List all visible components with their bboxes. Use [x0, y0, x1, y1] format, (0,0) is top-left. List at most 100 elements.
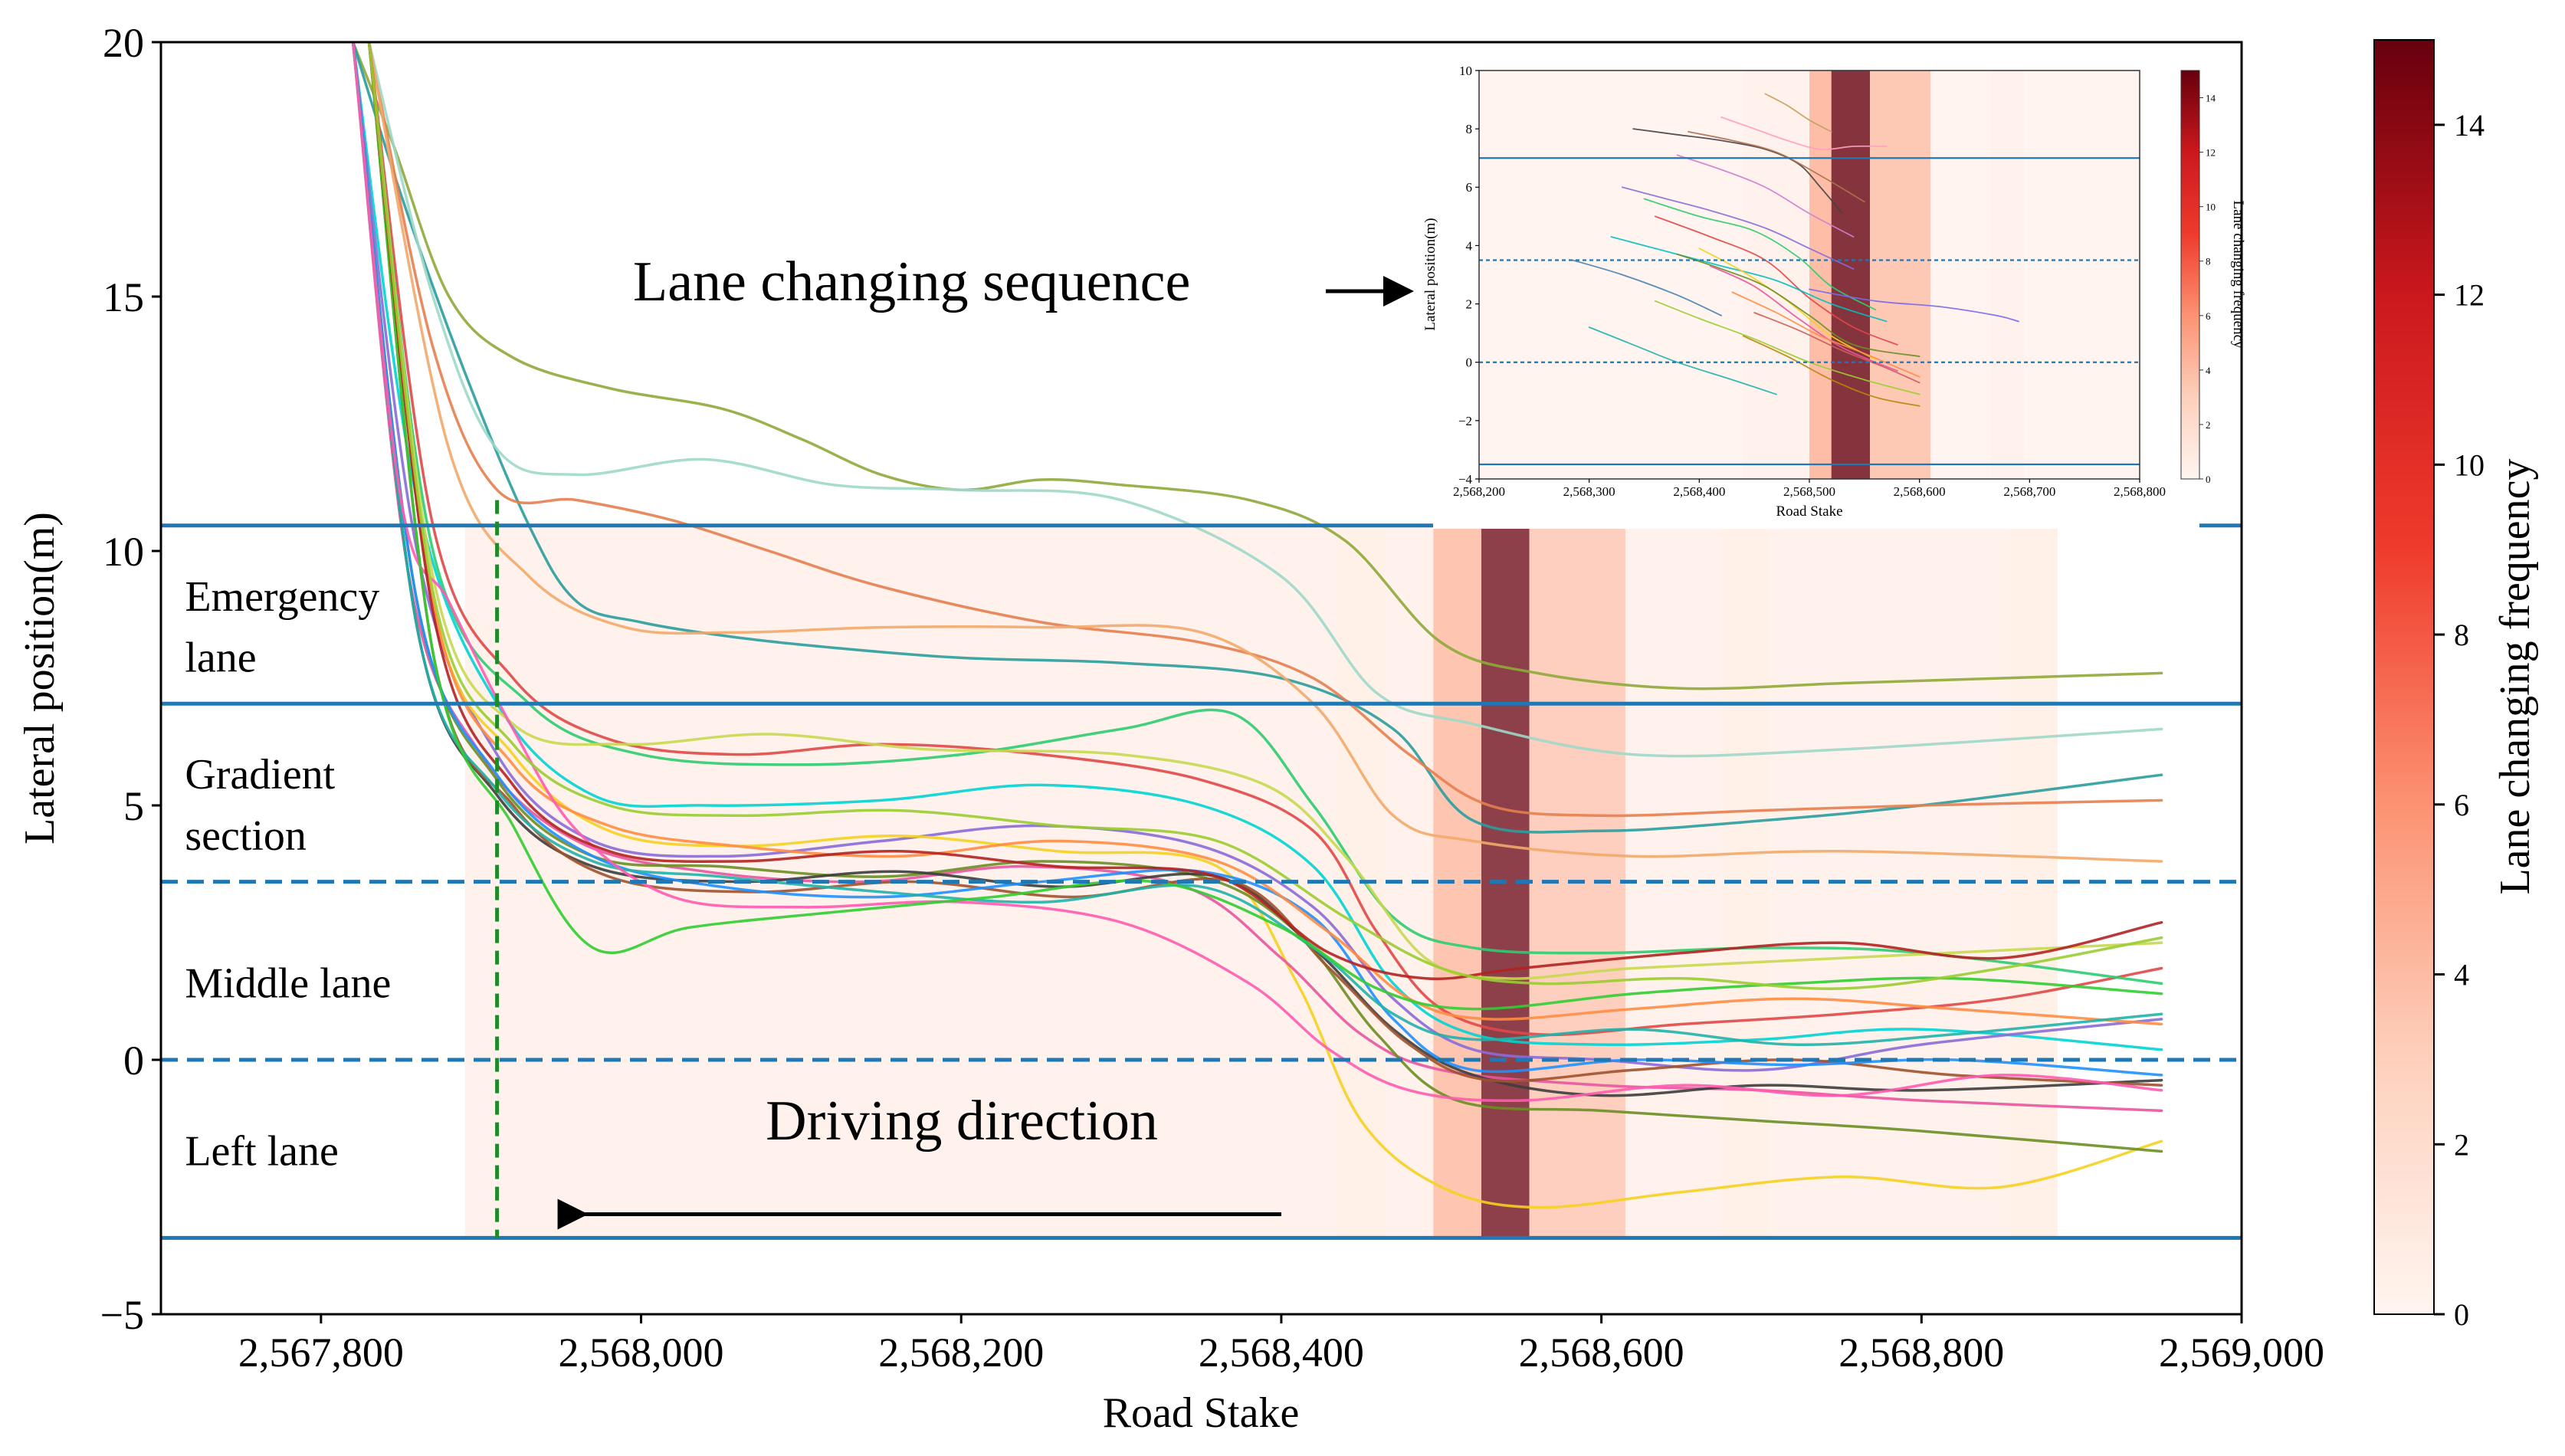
inset-lane-lines: [1479, 157, 2140, 466]
trajectory-s14: [1655, 300, 1920, 395]
colorbar-tick-label-7: 14: [2454, 108, 2485, 143]
lane-label-3: section: [185, 812, 307, 860]
colorbar-tick-label-2: 4: [2454, 958, 2469, 992]
inset-plot: 2,568,200 2,568,300 2,568,400 2,568,500 2,56…: [1422, 54, 2246, 529]
trajectory-s10: [1709, 265, 1898, 372]
trajectory-s19: [1764, 93, 1832, 133]
trajectory-s15: [1588, 326, 1777, 395]
colorbar-tick-label-1: 2: [2454, 1127, 2469, 1162]
y-tick-label-4: 15: [103, 274, 144, 320]
colorbar-ticks: 0 2 4 6 8 10 12 14: [2434, 108, 2485, 1332]
lane-label-1: lane: [185, 634, 256, 681]
trajectory-s4: [1621, 186, 1855, 270]
trajectory-v8: [351, 42, 2163, 1051]
lane-changing-sequence-label: Lane changing sequence: [633, 251, 1190, 313]
trajectory-s13: [1731, 291, 1920, 378]
inset-lane-change-frequency-bins: [1479, 71, 2140, 479]
frequency-bin-0: [1479, 71, 1743, 479]
x-tick-label-3: 2,568,400: [1199, 1330, 1364, 1376]
main-x-axis-label: Road Stake: [1103, 1389, 1300, 1437]
frequency-bin-3: [1831, 71, 1871, 479]
x-tick-label-1: 2,568,300: [1563, 484, 1615, 499]
trajectory-v16: [351, 42, 2163, 1077]
y-tick-label-4: 4: [1466, 238, 1473, 253]
x-tick-label-2: 2,568,400: [1673, 484, 1725, 499]
y-tick-label-6: 8: [1466, 122, 1473, 136]
trajectory-v13: [351, 42, 2163, 1153]
x-tick-label-4: 2,568,600: [1894, 484, 1946, 499]
main-y-ticks: −5 0 5 10 15 20: [100, 20, 161, 1338]
main-x-ticks: 2,567,800 2,568,000 2,568,200 2,568,400 2,56…: [238, 1314, 2324, 1376]
trajectory-v19: [351, 42, 2163, 1103]
frequency-bin-4: [1870, 71, 1931, 479]
lane-lines: [161, 523, 2242, 1240]
trajectory-v22: [367, 42, 2163, 990]
frequency-bin-7: [2024, 71, 2140, 479]
inset-y-ticks: −4 −2 0 2 4 6 8 10: [1458, 64, 1479, 487]
trajectory-v20: [367, 42, 2163, 1011]
lane-labels: Emergency lane Gradient section Middle lane L…: [185, 573, 391, 1176]
driving-direction-label: Driving direction: [766, 1090, 1158, 1153]
inset-x-ticks: 2,568,200 2,568,300 2,568,400 2,568,500 2,56…: [1453, 479, 2166, 499]
trajectory-s5: [1643, 198, 1877, 311]
x-tick-label-5: 2,568,800: [1838, 1330, 2004, 1376]
inset-colorbar-label: Lane changing frequency: [2230, 200, 2246, 349]
inset-colorbar-tick-label-4: 8: [2206, 256, 2211, 267]
trajectory-s12: [1809, 288, 2019, 323]
frequency-bin-5: [1930, 71, 1992, 479]
trajectory-s1: [1632, 128, 1843, 215]
inset-colorbar-tick-label-1: 2: [2206, 419, 2211, 431]
trajectory-v1: [351, 42, 2163, 690]
y-tick-label-0: −5: [100, 1292, 144, 1338]
inset-colorbar-tick-label-6: 12: [2206, 147, 2216, 159]
y-tick-label-2: 5: [123, 783, 144, 829]
trajectory-v17: [367, 42, 2163, 1026]
colorbar-tick-label-4: 8: [2454, 618, 2469, 652]
trajectory-s3: [1676, 154, 1855, 238]
inset-colorbar-tick-label-2: 4: [2206, 365, 2211, 376]
main-y-axis-label: Lateral position(m): [16, 512, 64, 844]
trajectory-s18: [1720, 116, 1888, 150]
x-tick-label-5: 2,568,700: [2003, 484, 2055, 499]
x-tick-label-2: 2,568,200: [878, 1330, 1044, 1376]
inset-colorbar: [2180, 70, 2200, 480]
lane-label-0: Emergency: [185, 573, 379, 621]
inset-colorbar-tick-label-5: 10: [2206, 202, 2216, 213]
y-tick-label-1: −2: [1458, 414, 1472, 428]
x-tick-label-1: 2,568,000: [559, 1330, 724, 1376]
trajectory-v4: [367, 42, 2163, 758]
x-tick-label-3: 2,568,500: [1783, 484, 1835, 499]
trajectory-v21: [367, 42, 2163, 981]
x-tick-label-0: 2,568,200: [1453, 484, 1505, 499]
trajectory-s7: [1610, 236, 1888, 323]
y-tick-label-3: 10: [103, 529, 144, 575]
frequency-bin-1: [1743, 71, 1809, 479]
colorbar-tick-label-6: 12: [2454, 278, 2485, 313]
y-tick-label-3: 2: [1466, 297, 1473, 312]
trajectory-s9: [1676, 253, 1920, 357]
trajectory-v5: [367, 42, 2163, 863]
trajectory-v9: [367, 42, 2163, 980]
colorbar-tick-label-0: 0: [2454, 1297, 2469, 1332]
colorbar-tick-label-5: 10: [2454, 448, 2485, 482]
inset-colorbar-tick-label-0: 0: [2206, 474, 2211, 485]
main-plot: 2,567,800 2,568,000 2,568,200 2,568,400 2,56…: [16, 20, 2324, 1437]
trajectory-s17: [1742, 335, 1920, 407]
inset-trajectory-series: [1572, 93, 2019, 407]
y-tick-label-7: 10: [1459, 64, 1472, 78]
frequency-bin-2: [1809, 71, 1832, 479]
x-tick-label-6: 2,568,800: [2114, 484, 2166, 499]
inset-colorbar-tick-label-3: 6: [2206, 310, 2211, 322]
inset-x-axis-label: Road Stake: [1776, 503, 1842, 520]
y-tick-label-2: 0: [1466, 356, 1473, 370]
trajectory-s6: [1655, 215, 1898, 346]
x-tick-label-0: 2,567,800: [238, 1330, 404, 1376]
colorbar-gradient: [2373, 39, 2435, 1315]
x-tick-label-6: 2,569,000: [2159, 1330, 2324, 1376]
main-axes-frame: [159, 41, 2243, 1316]
lane-label-5: Left lane: [185, 1128, 339, 1176]
trajectory-s11: [1572, 259, 1722, 316]
trajectory-v3: [367, 42, 2163, 818]
lane-label-4: Middle lane: [185, 959, 391, 1007]
